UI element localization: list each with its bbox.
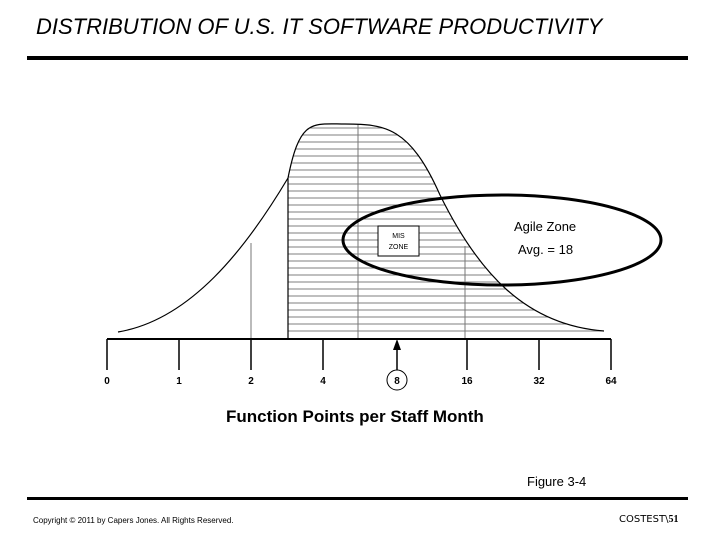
slide-id: COSTEST\51: [619, 514, 678, 525]
x-tick-label-4: 4: [320, 376, 326, 387]
footer-divider: [27, 497, 688, 500]
mis-zone-box: [377, 225, 420, 257]
mis-zone-label-line2: ZONE: [389, 244, 409, 251]
agile-zone-average: Avg. = 18: [518, 242, 573, 257]
agile-zone-label: Agile Zone: [514, 219, 576, 234]
slide-id-prefix: COSTEST\: [619, 514, 669, 525]
marker-arrow-head: [393, 339, 401, 350]
marker-circle: [386, 369, 408, 391]
title-divider: [27, 56, 688, 60]
slide-number: 51: [668, 514, 679, 525]
mis-zone-label-line1: MIS: [392, 233, 405, 240]
x-tick-label-8: 8: [394, 376, 400, 387]
copyright-notice: Copyright © 2011 by Capers Jones. All Ri…: [33, 516, 234, 525]
x-tick-label-32: 32: [533, 376, 545, 387]
x-tick-label-64: 64: [605, 376, 617, 387]
x-axis-ticks: 0 1 2 4 8 16 32 64: [104, 339, 617, 387]
agile-zone-ellipse: [341, 193, 663, 287]
x-tick-label-1: 1: [176, 376, 182, 387]
figure-caption: Figure 3-4: [527, 474, 587, 489]
distribution-curve: [117, 123, 605, 333]
x-tick-label-0: 0: [104, 376, 110, 387]
x-tick-label-16: 16: [461, 376, 473, 387]
slide-title: DISTRIBUTION OF U.S. IT SOFTWARE PRODUCT…: [36, 14, 603, 39]
x-axis-title: Function Points per Staff Month: [226, 407, 484, 426]
x-tick-label-2: 2: [248, 376, 254, 387]
